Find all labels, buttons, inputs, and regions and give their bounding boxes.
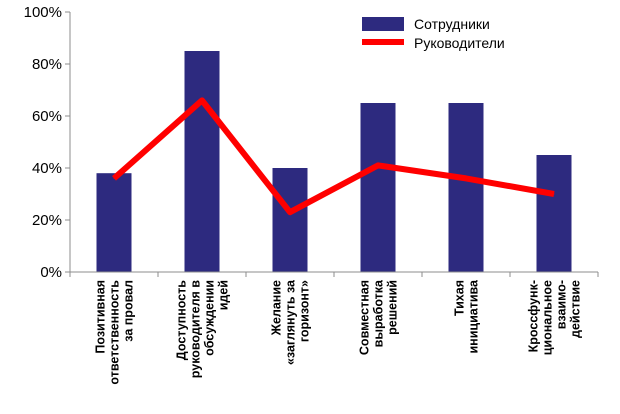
y-tick-label: 80%: [32, 56, 62, 73]
x-category-label: Желание«заглянуть загоризонт»: [270, 279, 312, 365]
y-tick-label: 100%: [24, 4, 62, 21]
bar-employees: [184, 51, 220, 272]
bar-employees: [96, 173, 132, 272]
y-tick-label: 60%: [32, 108, 62, 125]
y-tick-label: 20%: [32, 212, 62, 229]
x-category-label: Позитивнаяответственностьза провал: [94, 280, 136, 385]
y-axis: 0% 20% 40% 60% 80% 100%: [24, 4, 71, 281]
line-point-managers: [113, 177, 115, 179]
x-axis: Позитивнаяответственностьза провал Доступ…: [69, 271, 599, 385]
y-tick-label: 0%: [40, 264, 62, 281]
bar-employees: [448, 103, 484, 272]
bar-employees: [536, 155, 572, 272]
legend-swatch-employees: [362, 17, 404, 31]
bar-employees: [360, 103, 396, 272]
legend-swatch-managers: [362, 39, 404, 45]
line-point-managers: [465, 177, 467, 179]
legend: Сотрудники Руководители: [362, 16, 505, 51]
x-category-label: Тихаяинициатива: [453, 279, 481, 354]
line-point-managers: [553, 193, 555, 195]
line-point-managers: [201, 99, 203, 101]
bar-series: [96, 51, 572, 272]
line-managers: [112, 97, 555, 216]
x-category-label: Совместнаявыработкарешений: [358, 279, 400, 355]
line-point-managers: [289, 211, 291, 213]
x-category-label: Кроссфунк-циональноевзаимо-действие: [527, 280, 583, 355]
legend-label-employees: Сотрудники: [414, 16, 490, 32]
x-category-label: Доступностьруководителя вобсужденииидей: [175, 280, 231, 379]
y-tick-label: 40%: [32, 160, 62, 177]
bar-employees: [272, 168, 308, 272]
line-point-managers: [377, 164, 379, 166]
legend-label-managers: Руководители: [414, 35, 505, 51]
line-series: [112, 97, 555, 216]
